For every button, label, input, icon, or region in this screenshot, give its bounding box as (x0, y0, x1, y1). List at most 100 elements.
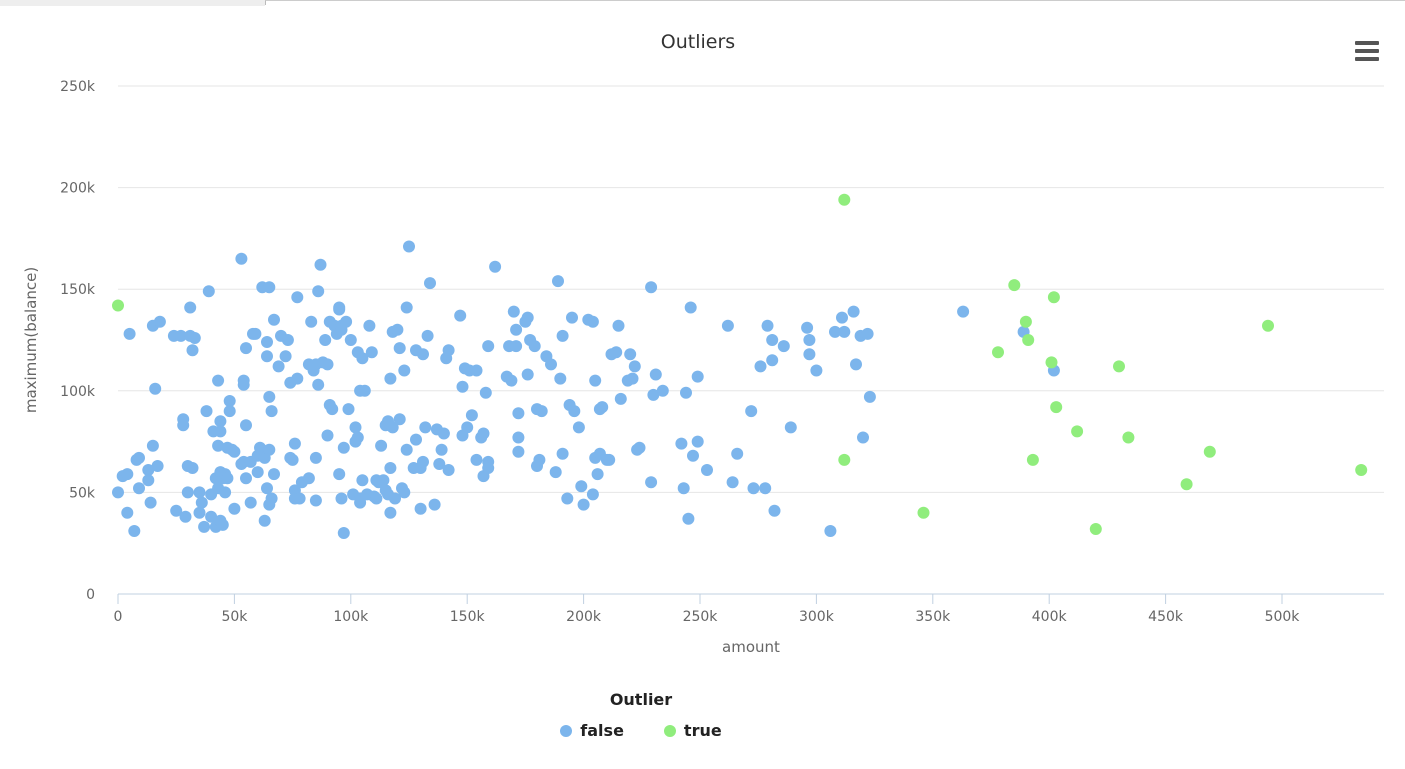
data-point-false[interactable] (777, 340, 790, 353)
data-point-false[interactable] (824, 525, 837, 537)
data-point-false[interactable] (281, 334, 294, 346)
data-point-false[interactable] (533, 453, 546, 466)
data-point-true[interactable] (112, 299, 124, 312)
data-point-false[interactable] (261, 350, 273, 363)
data-point-false[interactable] (417, 455, 429, 468)
data-point-false[interactable] (721, 319, 734, 332)
data-point-false[interactable] (465, 409, 478, 422)
data-point-false[interactable] (142, 464, 155, 476)
data-point-false[interactable] (556, 447, 569, 460)
data-point-false[interactable] (195, 496, 208, 509)
data-point-false[interactable] (552, 275, 564, 288)
chart-menu-button[interactable] (1352, 38, 1382, 64)
data-point-false[interactable] (731, 447, 744, 460)
data-point-false[interactable] (309, 451, 322, 464)
legend-item-false[interactable]: false (560, 721, 624, 740)
data-point-false[interactable] (614, 392, 627, 405)
data-point-false[interactable] (461, 421, 474, 434)
data-point-false[interactable] (386, 421, 399, 434)
data-point-false[interactable] (589, 374, 602, 387)
data-point-true[interactable] (1203, 445, 1216, 458)
data-point-false[interactable] (596, 401, 609, 414)
data-point-false[interactable] (200, 405, 213, 418)
data-point-false[interactable] (586, 315, 599, 328)
data-point-false[interactable] (510, 323, 523, 336)
data-point-false[interactable] (314, 258, 327, 271)
data-point-false[interactable] (265, 405, 278, 418)
data-point-false[interactable] (482, 340, 495, 353)
data-point-false[interactable] (321, 358, 334, 371)
data-point-false[interactable] (829, 325, 841, 338)
data-point-false[interactable] (177, 419, 190, 432)
data-point-false[interactable] (112, 486, 124, 499)
data-point-false[interactable] (489, 260, 502, 273)
data-point-false[interactable] (184, 301, 197, 314)
data-point-false[interactable] (677, 482, 690, 495)
data-point-false[interactable] (745, 405, 758, 418)
data-point-false[interactable] (675, 437, 688, 450)
data-point-false[interactable] (628, 360, 641, 373)
data-point-true[interactable] (1122, 431, 1135, 444)
data-point-false[interactable] (170, 504, 183, 517)
data-point-false[interactable] (186, 344, 199, 357)
data-point-false[interactable] (801, 321, 814, 334)
data-point-false[interactable] (766, 354, 779, 367)
data-point-true[interactable] (1262, 319, 1274, 332)
data-point-false[interactable] (335, 492, 348, 505)
data-point-false[interactable] (398, 486, 411, 499)
data-point-false[interactable] (186, 462, 199, 474)
data-point-false[interactable] (202, 285, 215, 298)
data-point-false[interactable] (442, 344, 455, 357)
data-point-false[interactable] (254, 441, 266, 454)
data-point-false[interactable] (470, 364, 483, 377)
data-point-false[interactable] (384, 372, 397, 385)
data-point-false[interactable] (235, 252, 248, 265)
data-point-false[interactable] (356, 352, 369, 365)
data-point-false[interactable] (403, 240, 415, 253)
data-point-false[interactable] (305, 315, 318, 328)
data-point-false[interactable] (312, 378, 325, 391)
data-point-true[interactable] (1113, 360, 1125, 373)
data-point-false[interactable] (321, 429, 334, 442)
data-point-false[interactable] (302, 472, 315, 485)
data-point-false[interactable] (479, 386, 492, 399)
data-point-false[interactable] (309, 494, 322, 507)
browser-tab[interactable] (0, 0, 265, 6)
data-point-false[interactable] (193, 486, 206, 499)
data-point-true[interactable] (1089, 523, 1102, 535)
data-point-false[interactable] (251, 466, 264, 479)
data-point-false[interactable] (417, 348, 429, 361)
data-point-false[interactable] (414, 502, 427, 515)
data-point-false[interactable] (291, 372, 304, 385)
data-point-false[interactable] (337, 527, 350, 539)
data-point-false[interactable] (212, 439, 225, 452)
data-point-false[interactable] (286, 453, 299, 466)
data-point-false[interactable] (838, 325, 851, 338)
data-point-false[interactable] (684, 301, 697, 314)
data-point-false[interactable] (680, 386, 692, 399)
data-point-false[interactable] (521, 311, 534, 324)
data-point-false[interactable] (477, 427, 490, 440)
data-point-false[interactable] (121, 468, 134, 481)
data-point-false[interactable] (123, 327, 136, 340)
data-point-false[interactable] (351, 431, 364, 444)
data-point-false[interactable] (349, 421, 362, 434)
data-point-true[interactable] (1050, 401, 1063, 414)
data-point-false[interactable] (437, 427, 450, 440)
data-point-false[interactable] (319, 334, 332, 346)
data-point-false[interactable] (691, 435, 704, 448)
data-point-false[interactable] (389, 492, 401, 505)
data-point-false[interactable] (512, 431, 525, 444)
data-point-false[interactable] (421, 329, 434, 342)
data-point-false[interactable] (754, 360, 767, 373)
data-point-true[interactable] (992, 346, 1004, 359)
data-point-false[interactable] (333, 301, 346, 314)
data-point-false[interactable] (263, 443, 276, 456)
data-point-false[interactable] (568, 405, 581, 418)
data-point-false[interactable] (149, 382, 162, 395)
data-point-false[interactable] (312, 285, 325, 298)
data-point-false[interactable] (510, 340, 523, 353)
data-point-false[interactable] (181, 486, 194, 499)
data-point-false[interactable] (121, 506, 134, 519)
data-point-false[interactable] (393, 413, 406, 426)
